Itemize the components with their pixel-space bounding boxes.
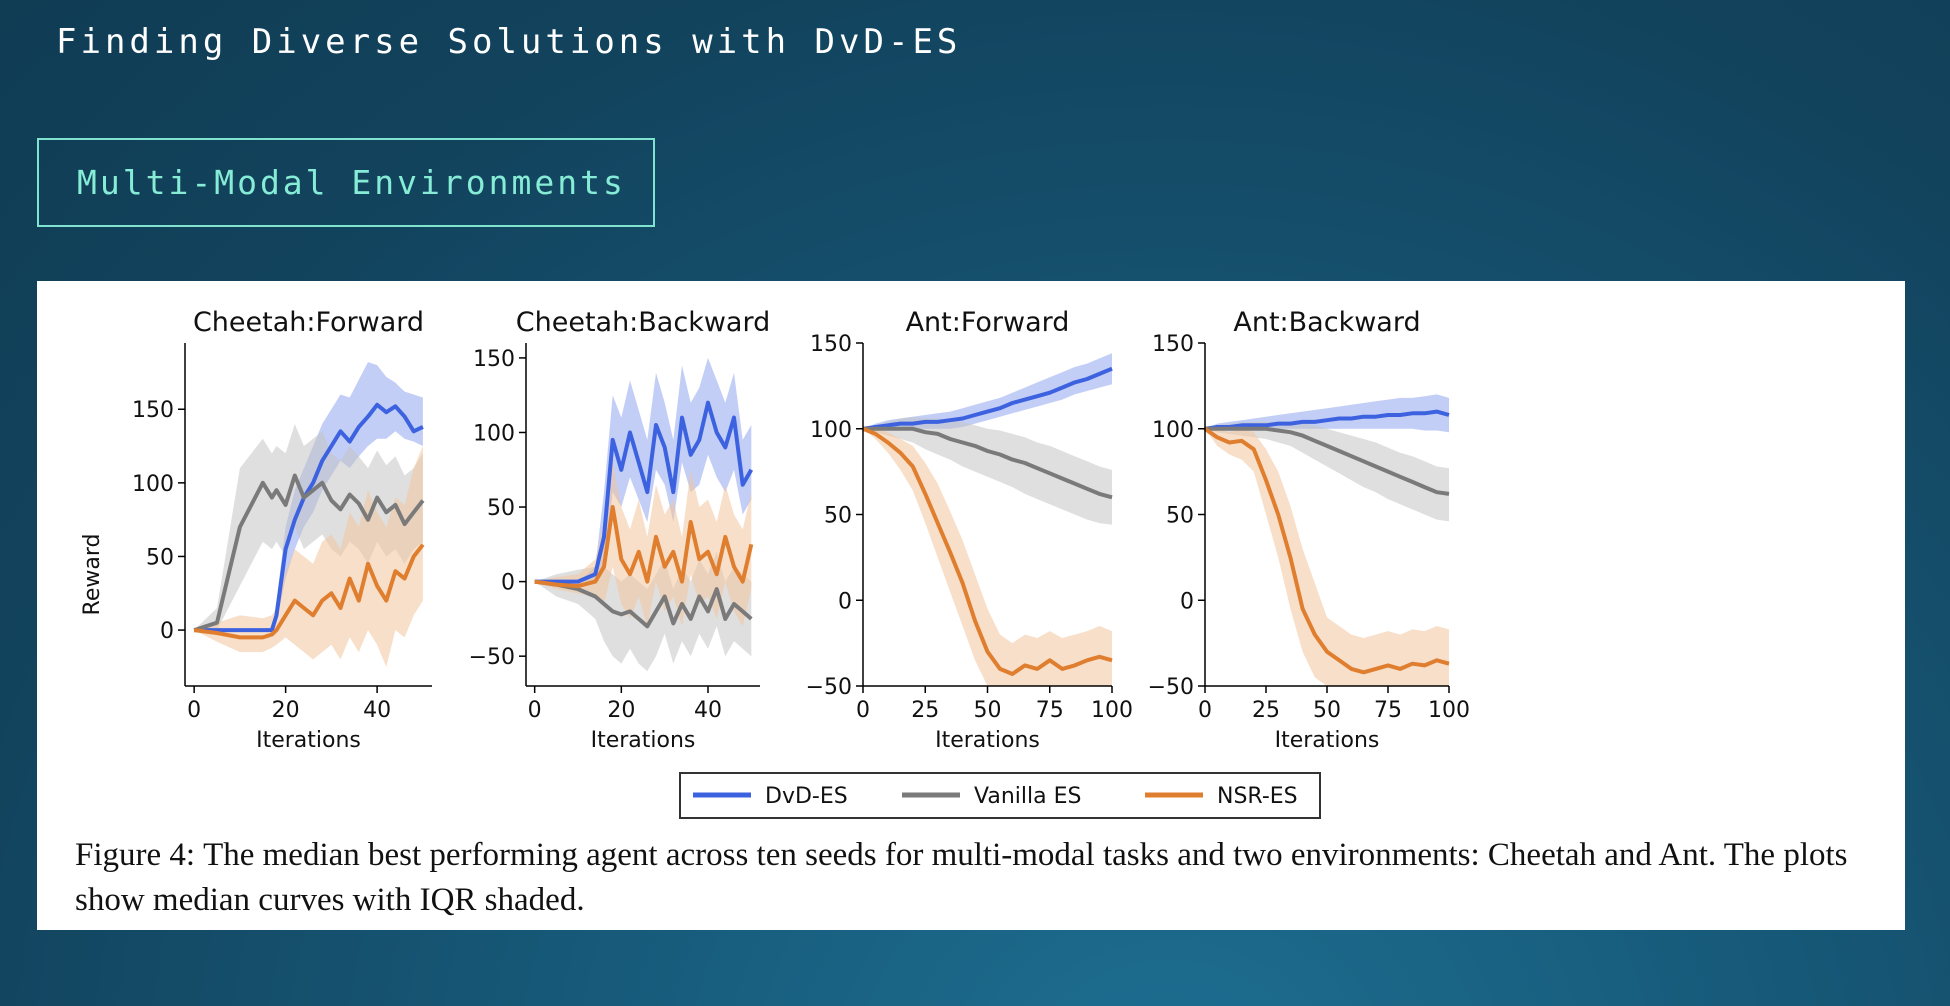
x-axis-label: Iterations: [935, 728, 1040, 753]
x-tick-label: 0: [187, 698, 201, 723]
y-tick-label: 100: [1152, 418, 1194, 443]
section-label-box: Multi-Modal Environments: [37, 138, 655, 227]
x-tick-label: 75: [1036, 698, 1064, 723]
y-tick-label: 50: [487, 496, 515, 521]
x-axis-label: Iterations: [1275, 728, 1380, 753]
chart-title: Cheetah:Backward: [516, 307, 770, 338]
y-tick-label: 0: [1180, 589, 1194, 614]
series-line-vanilla-es: [534, 579, 753, 629]
y-axis-label: Reward: [80, 534, 105, 616]
series-line-vanilla-es: [1205, 426, 1450, 496]
y-tick-label: −50: [469, 645, 515, 670]
slide-title: Finding Diverse Solutions with DvD-ES: [56, 22, 962, 62]
series-line-nsr-es: [1203, 427, 1450, 675]
figure-charts: 0 50 100 150 0 20 40 Cheetah:Forward Iterations R…: [80, 307, 1470, 819]
y-tick-label: 150: [473, 347, 515, 372]
figure-caption: Figure 4: The median best performing agen…: [75, 833, 1885, 923]
x-tick-label: 50: [1313, 698, 1341, 723]
series-line-dvd-es: [1204, 409, 1450, 431]
section-label: Multi-Modal Environments: [77, 163, 626, 202]
y-tick-label: 0: [838, 589, 852, 614]
series-line-vanilla-es: [863, 426, 1113, 500]
series-line-dvd-es: [194, 402, 424, 633]
x-tick-label: 25: [1252, 698, 1280, 723]
iqr-band-dvd-es: [534, 357, 752, 582]
chart-title: Ant:Backward: [1233, 307, 1420, 338]
series-line-nsr-es: [862, 426, 1113, 676]
x-tick-label: 0: [856, 698, 870, 723]
y-tick-label: −50: [1148, 675, 1194, 700]
series-line-dvd-es: [534, 400, 754, 584]
x-axis-label: Iterations: [256, 728, 361, 753]
figure-panel: 0 50 100 150 0 20 40 Cheetah:Forward Iterations R…: [37, 281, 1905, 930]
legend-entry: DvD-ES: [765, 784, 848, 809]
x-tick-label: 20: [272, 698, 300, 723]
legend-entry: NSR-ES: [1217, 784, 1298, 809]
y-tick-label: 50: [824, 504, 852, 529]
y-tick-label: 100: [132, 472, 174, 497]
iqr-band-nsr-es: [194, 446, 423, 667]
x-tick-label: 20: [607, 698, 635, 723]
y-tick-label: 0: [501, 571, 515, 596]
series-line-vanilla-es: [193, 473, 425, 633]
x-tick-label: 40: [363, 698, 391, 723]
y-tick-label: 50: [1166, 504, 1194, 529]
chart-title: Ant:Forward: [906, 307, 1070, 338]
y-tick-label: 100: [810, 418, 852, 443]
y-tick-label: 150: [810, 332, 852, 357]
chart-2: −50 0 50 100 150 0 20 40 Cheetah:Backward Iterati…: [469, 307, 771, 753]
x-axis-label: Iterations: [591, 728, 696, 753]
y-tick-label: 150: [132, 398, 174, 423]
y-tick-label: −50: [806, 675, 852, 700]
iqr-band-vanilla-es: [863, 416, 1112, 525]
x-tick-label: 100: [1091, 698, 1133, 723]
chart-title: Cheetah:Forward: [193, 307, 424, 338]
x-tick-label: 50: [974, 698, 1002, 723]
chart-1: 0 50 100 150 0 20 40 Cheetah:Forward Iterations R…: [80, 307, 432, 753]
y-tick-label: 0: [160, 619, 174, 644]
caption-text: The median best performing agent across …: [75, 837, 1848, 918]
charts-layer: 0 50 100 150 0 20 40 Cheetah:Forward Iterations R…: [80, 307, 1470, 753]
x-tick-label: 40: [694, 698, 722, 723]
iqr-band-vanilla-es: [1205, 421, 1449, 522]
iqr-band-nsr-es: [1205, 428, 1449, 686]
x-tick-label: 100: [1428, 698, 1470, 723]
series-line-nsr-es: [193, 543, 425, 640]
legend: DvD-ES Vanilla ES NSR-ES: [679, 772, 1321, 819]
iqr-band-vanilla-es: [194, 424, 423, 631]
x-tick-label: 0: [1198, 698, 1212, 723]
caption-label: Figure 4:: [75, 837, 196, 873]
legend-entry: Vanilla ES: [974, 784, 1081, 809]
y-tick-label: 150: [1152, 332, 1194, 357]
legend-frame: [679, 772, 1321, 819]
x-tick-label: 0: [528, 698, 542, 723]
y-tick-label: 50: [146, 545, 174, 570]
iqr-band-dvd-es: [863, 353, 1112, 429]
y-tick-label: 100: [473, 421, 515, 446]
x-tick-label: 75: [1374, 698, 1402, 723]
series-line-dvd-es: [862, 366, 1113, 431]
series-line-nsr-es: [534, 505, 754, 589]
x-tick-label: 25: [911, 698, 939, 723]
